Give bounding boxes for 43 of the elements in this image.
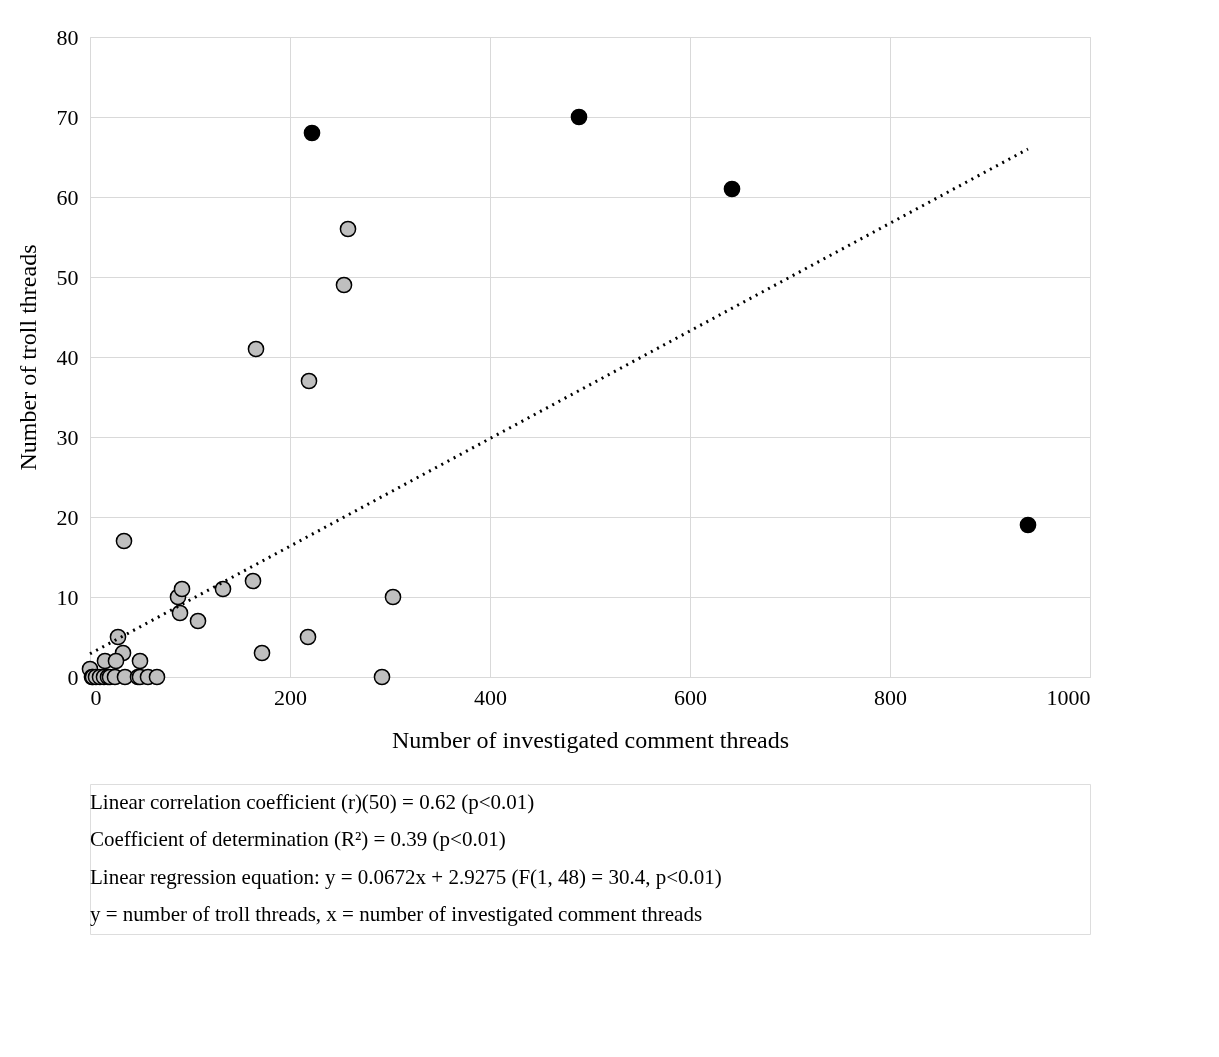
y-tick-label: 10 <box>56 584 79 610</box>
point <box>1019 516 1037 534</box>
point <box>570 108 588 126</box>
point <box>189 612 207 630</box>
x-tick-label: 0 <box>90 684 102 710</box>
y-tick-label: 20 <box>56 504 79 530</box>
point <box>109 628 127 646</box>
text: y = number of troll threads, x = number of investigated comment threads <box>90 902 703 927</box>
y-tick-label: 50 <box>56 264 79 290</box>
point <box>148 668 166 686</box>
point <box>299 628 317 646</box>
y-tick-label: 40 <box>56 344 79 370</box>
point <box>300 372 318 390</box>
point <box>115 532 133 550</box>
point <box>247 340 265 358</box>
text: Coefficient of determination (R²) = 0.39 (p<0.01) <box>90 827 506 852</box>
text: Linear correlation coefficient (r)(50) = 0.62 (p<0.01) <box>90 789 535 814</box>
x-tick-label: 200 <box>274 684 307 710</box>
x-tick-label: 1000 <box>1046 684 1091 710</box>
point <box>173 580 191 598</box>
point <box>244 572 262 590</box>
point <box>171 604 189 622</box>
y-tick-label: 60 <box>56 184 79 210</box>
point <box>339 220 357 238</box>
x-tick-label: 800 <box>874 684 907 710</box>
point <box>384 588 402 606</box>
point <box>723 180 741 198</box>
y-tick-label: 0 <box>67 664 79 690</box>
point <box>253 644 271 662</box>
x-axis-title: Number of investigated comment threads <box>391 726 790 753</box>
point <box>214 580 232 598</box>
x-tick-label: 400 <box>474 684 507 710</box>
text: Linear regression equation: y = 0.0672x + 2.9275 (F(1, 48) = 30.4, p<0.01) <box>90 864 722 889</box>
y-axis-title: Number of troll threads <box>14 244 41 471</box>
point <box>303 124 321 142</box>
point <box>373 668 391 686</box>
y-tick-label: 70 <box>56 104 79 130</box>
point <box>335 276 353 294</box>
x-tick-label: 600 <box>674 684 707 710</box>
point <box>107 652 125 670</box>
point <box>131 652 149 670</box>
y-tick-label: 30 <box>56 424 79 450</box>
y-tick-label: 80 <box>56 24 79 50</box>
